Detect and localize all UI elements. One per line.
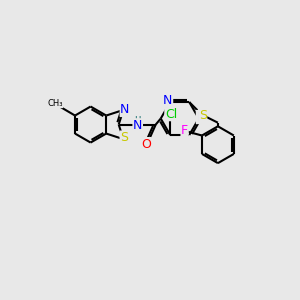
Text: F: F xyxy=(181,124,188,137)
Text: N: N xyxy=(196,110,206,124)
Text: O: O xyxy=(141,138,151,151)
Text: Cl: Cl xyxy=(165,108,177,121)
Text: N: N xyxy=(163,94,172,107)
Text: S: S xyxy=(199,109,207,122)
Text: S: S xyxy=(120,131,128,144)
Text: N: N xyxy=(120,103,130,116)
Text: CH₃: CH₃ xyxy=(47,99,63,108)
Text: H: H xyxy=(134,116,141,125)
Text: N: N xyxy=(133,119,142,132)
